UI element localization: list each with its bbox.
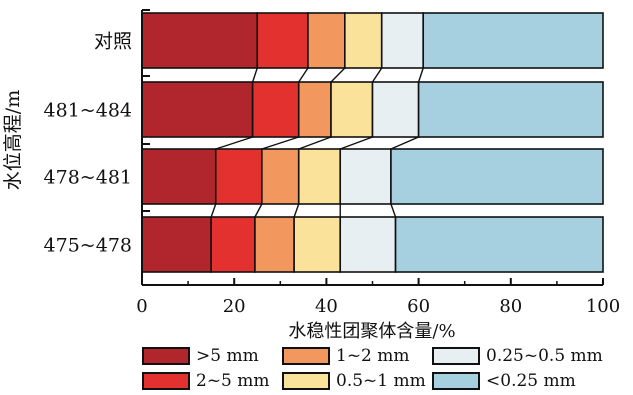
legend-label-2-5: 2~5 mm — [196, 371, 270, 391]
legend-label-1-2: 1~2 mm — [336, 346, 410, 366]
bar-3-4 — [339, 216, 397, 273]
legend-label-gt5: 5 mm — [210, 346, 259, 366]
connector-1-3 — [339, 136, 373, 150]
x-tick-label-2: 40 — [315, 296, 338, 317]
connector-0-0 — [251, 67, 258, 83]
bar-0-0 — [141, 12, 259, 69]
legend-item-1-2: 1~2 mm — [282, 346, 410, 366]
legend-symbol-gt5: > — [196, 346, 211, 366]
bar-3-3 — [293, 216, 342, 273]
connector-1-4 — [390, 136, 419, 150]
category-label-2: 478~481 — [44, 167, 132, 189]
bar-3-0 — [141, 216, 212, 273]
connector-0-3 — [371, 67, 383, 83]
connector-1-0 — [215, 136, 253, 150]
connector-0-1 — [298, 67, 309, 83]
axes-group: 对照 481~484 478~481 475~478 0 20 40 60 80 100 — [44, 9, 620, 317]
y-axis-label: 水位高程/m — [2, 90, 24, 190]
bar-2-3 — [297, 148, 342, 205]
legend: >5 mm 2~5 mm 1~2 mm 0.5~1 mm 0.25~0.5 mm… — [142, 346, 622, 392]
bar-1-5 — [417, 81, 604, 138]
category-label-1: 481~484 — [44, 100, 132, 122]
bar-1-0 — [141, 81, 254, 138]
legend-swatch-2-5 — [142, 372, 190, 390]
bar-2-0 — [141, 148, 217, 205]
bar-0-1 — [256, 12, 309, 69]
connector-2-0 — [210, 203, 217, 218]
legend-label-lt0.25: 0.25 mm — [500, 371, 576, 391]
connector-0-4 — [417, 67, 424, 83]
legend-swatch-lt0.25 — [432, 372, 480, 390]
bar-2-2 — [261, 148, 300, 205]
legend-item-gt5: >5 mm — [142, 346, 259, 366]
bar-3-5 — [394, 216, 604, 273]
x-tick-label-1: 20 — [223, 296, 246, 317]
bar-2-5 — [390, 148, 604, 205]
connector-1-2 — [298, 136, 332, 150]
legend-item-0.25-0.5: 0.25~0.5 mm — [432, 346, 603, 366]
x-axis-label: 水稳性团聚体含量/% — [288, 321, 455, 342]
connector-0-2 — [330, 67, 346, 83]
bar-1-4 — [371, 81, 420, 138]
legend-label-0.5-1: 0.5~1 mm — [336, 371, 426, 391]
legend-swatch-0.5-1 — [282, 372, 330, 390]
legend-item-2-5: 2~5 mm — [142, 371, 270, 391]
connector-2-1 — [254, 203, 263, 218]
connector-1-1 — [261, 136, 299, 150]
category-label-3: 475~478 — [44, 235, 132, 257]
connector-lines — [210, 67, 424, 218]
bar-1-1 — [251, 81, 300, 138]
bar-3-1 — [210, 216, 256, 273]
legend-item-0.5-1: 0.5~1 mm — [282, 371, 426, 391]
bar-1-2 — [297, 81, 332, 138]
bar-0-3 — [344, 12, 383, 69]
bar-3-2 — [254, 216, 295, 273]
x-tick-label-3: 60 — [407, 296, 430, 317]
connector-2-2 — [293, 203, 300, 218]
bar-2-4 — [339, 148, 392, 205]
legend-symbol-lt0.25: < — [486, 371, 501, 391]
x-tick-label-0: 0 — [136, 296, 147, 317]
x-tick-label-5: 100 — [586, 296, 620, 317]
x-tick-label-4: 80 — [499, 296, 522, 317]
legend-swatch-0.25-0.5 — [432, 347, 480, 365]
legend-swatch-gt5 — [142, 347, 190, 365]
bars-group — [141, 12, 604, 273]
bar-0-5 — [422, 12, 604, 69]
bar-0-4 — [380, 12, 425, 69]
bar-1-3 — [330, 81, 374, 138]
bar-0-2 — [307, 12, 346, 69]
connector-2-4 — [390, 203, 397, 218]
category-label-0: 对照 — [94, 31, 132, 53]
legend-label-0.25-0.5: 0.25~0.5 mm — [486, 346, 603, 366]
legend-item-lt0.25: <0.25 mm — [432, 371, 576, 391]
legend-swatch-1-2 — [282, 347, 330, 365]
bar-2-1 — [214, 148, 263, 205]
